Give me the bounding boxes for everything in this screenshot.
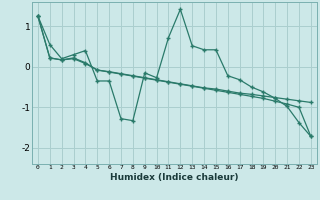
X-axis label: Humidex (Indice chaleur): Humidex (Indice chaleur) — [110, 173, 239, 182]
